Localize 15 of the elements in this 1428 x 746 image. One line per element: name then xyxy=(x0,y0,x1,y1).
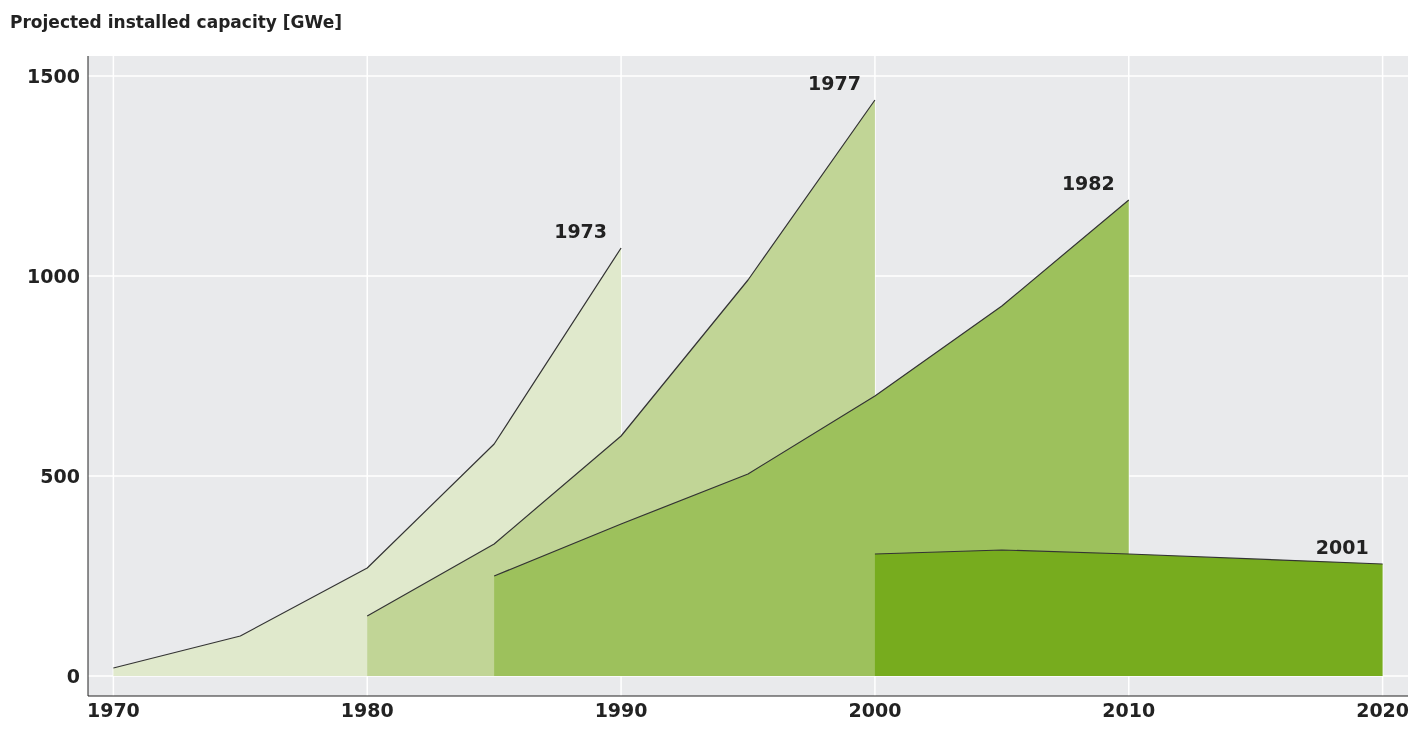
x-tick-label: 1980 xyxy=(340,699,394,722)
y-tick-label: 500 xyxy=(40,464,80,487)
y-tick-label: 1500 xyxy=(27,64,80,87)
series-label: 1973 xyxy=(554,220,608,242)
y-tick-label: 0 xyxy=(66,664,80,687)
y-axis-title: Projected installed capacity [GWe] xyxy=(9,11,343,34)
x-tick-label: 2010 xyxy=(1102,699,1156,722)
x-tick-label: 1970 xyxy=(86,699,140,722)
series-label: 1982 xyxy=(1061,172,1115,194)
series-label: 1977 xyxy=(808,72,861,94)
x-tick-label: 2000 xyxy=(848,699,902,722)
x-tick-label: 1990 xyxy=(594,699,648,722)
series-label: 2001 xyxy=(1315,536,1369,558)
y-tick-label: 1000 xyxy=(27,264,80,287)
x-tick-label: 2020 xyxy=(1356,699,1410,722)
